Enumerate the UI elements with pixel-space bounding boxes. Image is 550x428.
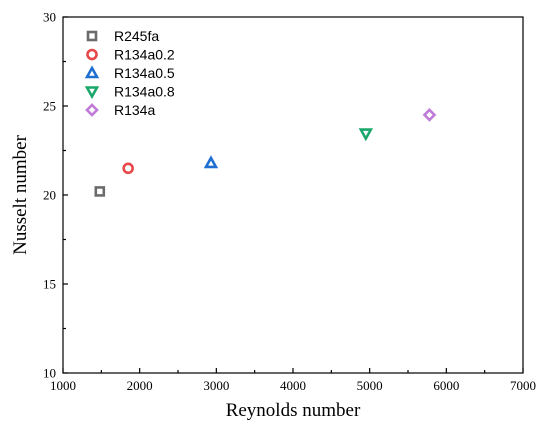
x-tick-label: 5000 [357,378,383,393]
legend-label: R245fa [114,28,159,44]
y-tick-label: 20 [43,188,56,203]
legend-label: R134a0.8 [114,84,175,100]
data-point [422,108,437,122]
data-point [203,155,219,169]
legend-item: R245fa [86,28,159,44]
legend-marker [84,86,100,100]
x-axis-title: Reynolds number [226,400,361,421]
x-tick-label: 6000 [433,378,459,393]
legend-marker [85,103,99,117]
legend-label: R134a [114,102,155,118]
x-tick-label: 3000 [203,378,229,393]
y-axis: 10 15 20 25 30 [43,10,68,381]
legend: R245fa R134a0.2 R134a0.5 R134a0.8 R134a [84,28,175,118]
legend-item: R134a0.5 [84,65,175,81]
legend-marker [84,65,100,79]
x-tick-label: 7000 [510,378,536,393]
x-tick-label: 4000 [280,378,306,393]
legend-item: R134a [85,102,155,118]
y-tick-label: 15 [43,277,56,292]
legend-label: R134a0.5 [114,65,175,81]
y-tick-label: 25 [43,99,56,114]
x-tick-label: 1000 [50,378,76,393]
data-point [358,128,374,142]
y-tick-label: 30 [43,10,56,25]
legend-item: R134a0.2 [86,47,175,63]
data-point [122,162,134,175]
legend-marker [86,30,98,42]
legend-item: R134a0.8 [84,84,175,100]
y-axis-title: Nusselt number [10,134,31,254]
legend-label: R134a0.2 [114,47,175,63]
x-axis: 1000 2000 3000 4000 5000 6000 7000 [50,368,536,393]
data-point [94,186,106,197]
data-points [94,108,437,197]
legend-marker [86,48,98,61]
y-tick-label: 10 [43,366,56,381]
x-tick-label: 2000 [127,378,153,393]
